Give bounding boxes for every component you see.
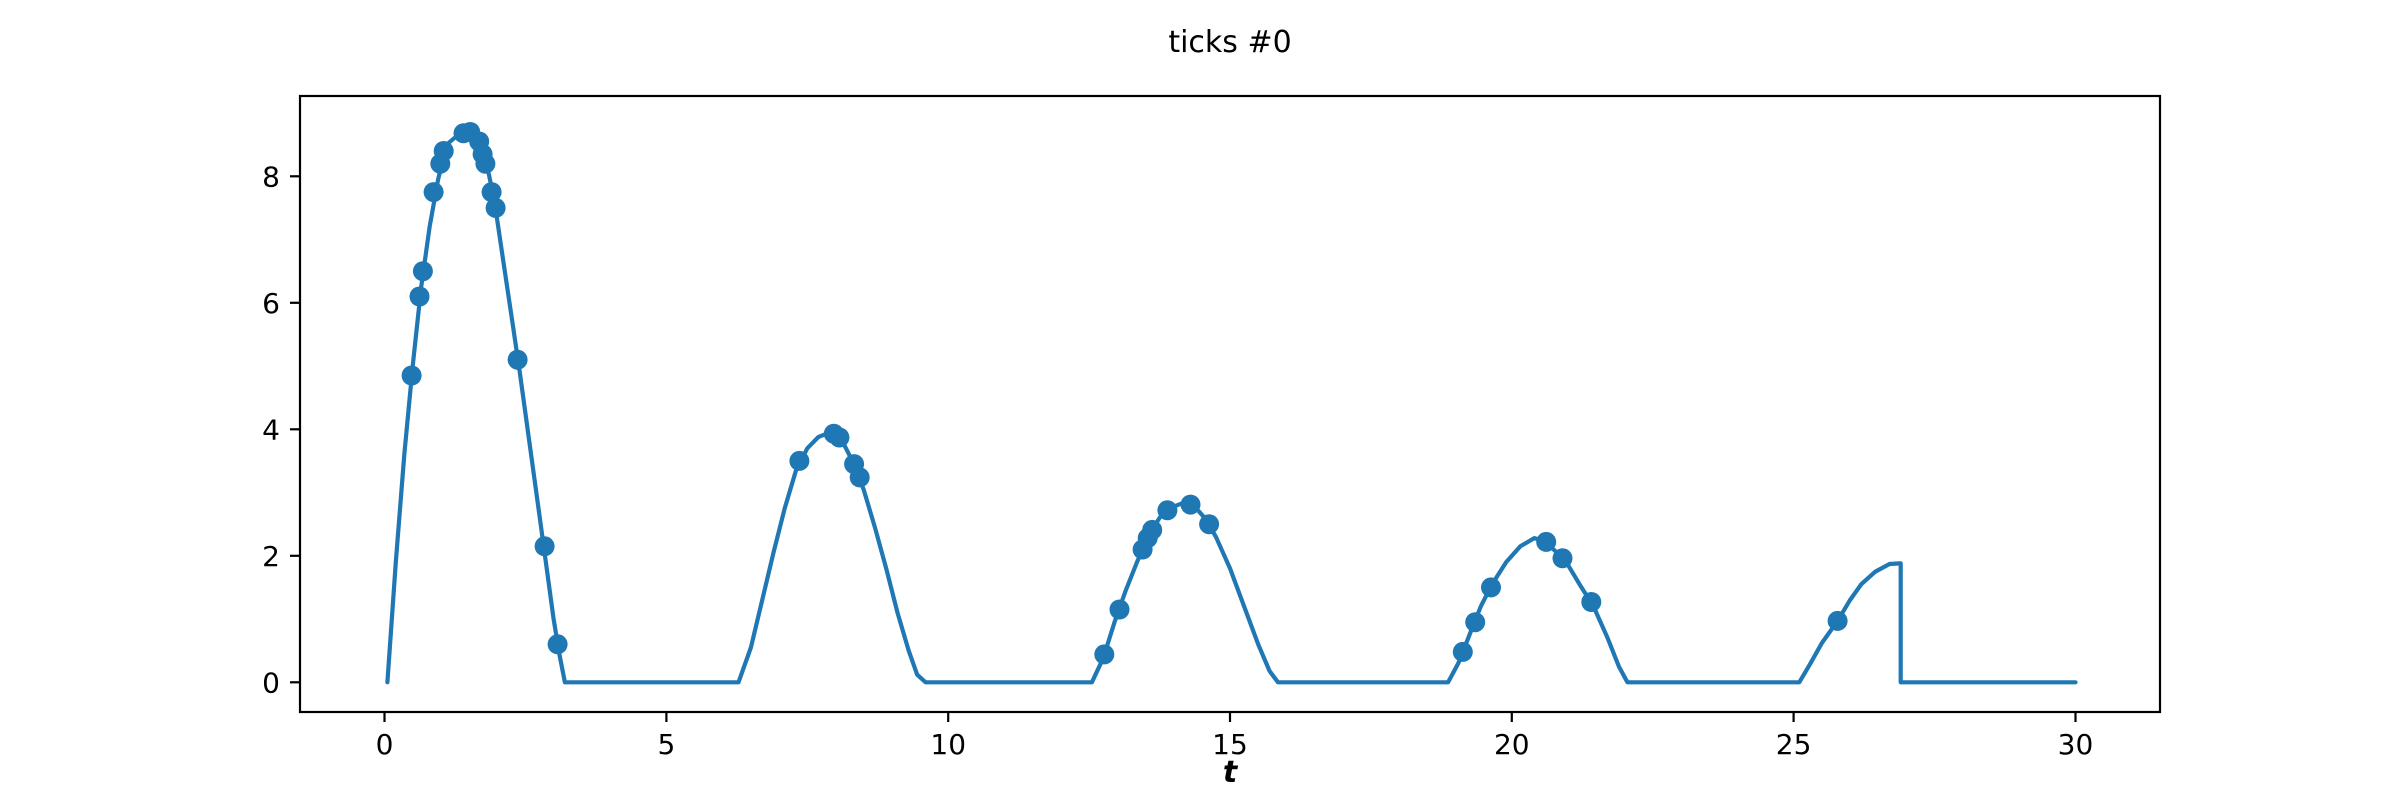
- axes-spines: [298, 94, 2162, 714]
- signal-curve: [385, 129, 2078, 685]
- data-point-marker: [507, 349, 528, 370]
- x-tick-label: 5: [657, 728, 675, 761]
- data-point-marker: [849, 467, 870, 488]
- data-point-marker: [1452, 641, 1473, 662]
- data-point-marker: [1199, 514, 1220, 535]
- data-point-marker: [1180, 494, 1201, 515]
- data-point-marker: [481, 182, 502, 203]
- data-point-marker: [409, 286, 430, 307]
- data-point-marker: [1109, 599, 1130, 620]
- y-tick-label: 6: [262, 287, 280, 320]
- x-axis-label: t: [1222, 755, 1238, 790]
- data-point-marker: [789, 450, 810, 471]
- x-tick-label: 20: [1494, 728, 1530, 761]
- x-tick-label: 10: [930, 728, 966, 761]
- data-point-marker: [401, 365, 422, 386]
- chart-title: ticks #0: [1168, 25, 1292, 60]
- data-point-marker: [433, 141, 454, 161]
- x-tick-label: 15: [1212, 728, 1248, 761]
- y-tick-label: 8: [262, 160, 280, 193]
- data-point-marker: [1465, 612, 1486, 633]
- data-point-marker: [534, 536, 555, 557]
- x-tick-label: 30: [2058, 728, 2094, 761]
- data-point-marker: [1581, 592, 1602, 612]
- y-tick-label: 4: [262, 413, 280, 446]
- data-point-marker: [1481, 577, 1501, 598]
- data-point-marker: [423, 182, 444, 203]
- data-point-marker: [1536, 531, 1557, 552]
- data-point-marker: [475, 153, 496, 174]
- y-tick-label: 2: [262, 540, 280, 573]
- y-tick-label: 0: [262, 666, 280, 699]
- data-point-marker: [1827, 610, 1848, 631]
- data-point-marker: [1094, 644, 1115, 665]
- data-point-marker: [1157, 500, 1178, 521]
- x-tick-label: 25: [1776, 728, 1812, 761]
- data-point-marker: [829, 427, 850, 448]
- data-point-marker: [1552, 548, 1573, 569]
- data-point-marker: [412, 261, 433, 282]
- data-point-marker: [547, 634, 568, 655]
- data-point-marker: [485, 197, 506, 218]
- x-tick-label: 0: [376, 728, 394, 761]
- data-point-marker: [1142, 519, 1163, 540]
